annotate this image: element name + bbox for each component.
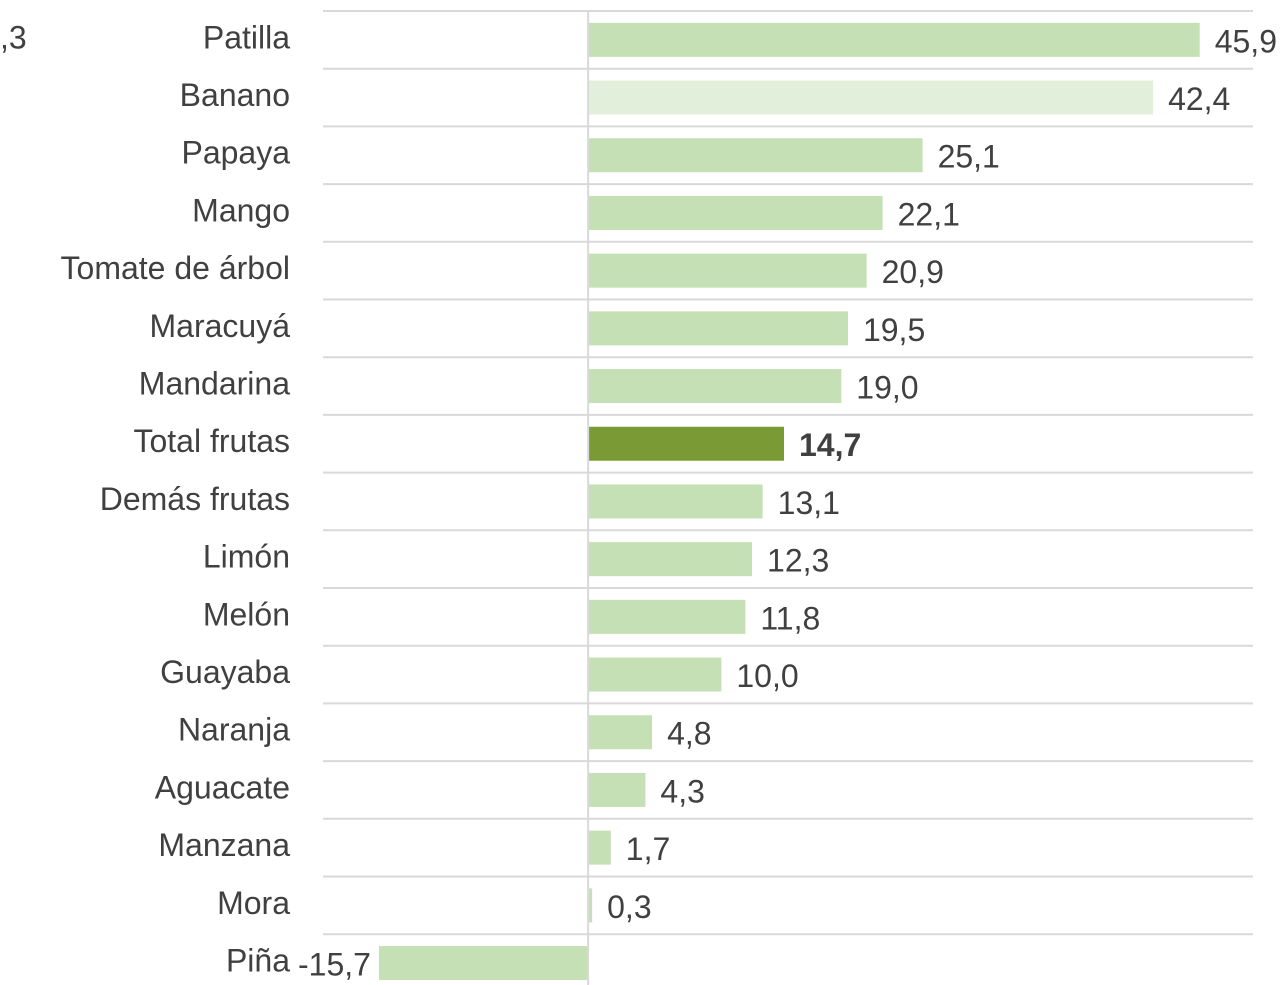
bar [588,195,883,230]
y-tick-label: Melón [203,596,290,632]
bar [588,888,593,923]
y-tick-label: Papaya [181,135,290,171]
value-label: 19,0 [856,370,918,406]
value-label: 11,8 [760,600,820,636]
bar [588,484,763,519]
value-label: 4,8 [667,716,711,752]
y-tick-label: Patilla [203,19,290,55]
y-tick-label: Mora [217,885,290,921]
bar [588,715,653,750]
bar [588,80,1154,115]
bar [378,946,589,981]
bar [588,599,746,634]
value-label: 0,3 [607,889,651,925]
bar [588,369,842,404]
bar [588,426,785,461]
y-tick-label: Mandarina [139,366,290,402]
value-label: 25,1 [938,139,1000,175]
annotation: ,3 [0,19,27,55]
y-tick-label: Total frutas [133,423,290,459]
bar [588,830,611,865]
bar [588,542,753,577]
bar [588,22,1200,57]
y-tick-label: Manzana [158,827,290,863]
y-tick-label: Mango [192,192,290,228]
bar [588,311,848,346]
y-tick-label: Naranja [178,712,290,748]
value-label: 42,4 [1168,81,1230,117]
y-tick-label: Piña [226,943,290,979]
value-label: 20,9 [882,254,944,290]
value-label: 19,5 [863,312,925,348]
value-label: 13,1 [778,485,840,521]
y-tick-label: Demás frutas [100,481,290,517]
value-label: 4,3 [660,773,704,809]
y-tick-label: Maracuyá [150,308,291,344]
y-tick-label: Banano [180,77,290,113]
bar [588,772,646,807]
y-tick-label: Aguacate [155,769,290,805]
bar [588,138,923,173]
y-tick-label: Guayaba [160,654,290,690]
y-tick-label: Tomate de árbol [61,250,290,286]
y-tick-label: Limón [203,539,290,575]
value-label: 22,1 [898,196,960,232]
value-label: 10,0 [736,658,798,694]
value-label: 14,7 [799,427,861,463]
value-label: -15,7 [298,947,371,983]
value-label: 45,9 [1215,23,1277,59]
value-label: 12,3 [767,543,829,579]
bar [588,657,722,692]
bar [588,253,867,288]
value-label: 1,7 [626,831,670,867]
